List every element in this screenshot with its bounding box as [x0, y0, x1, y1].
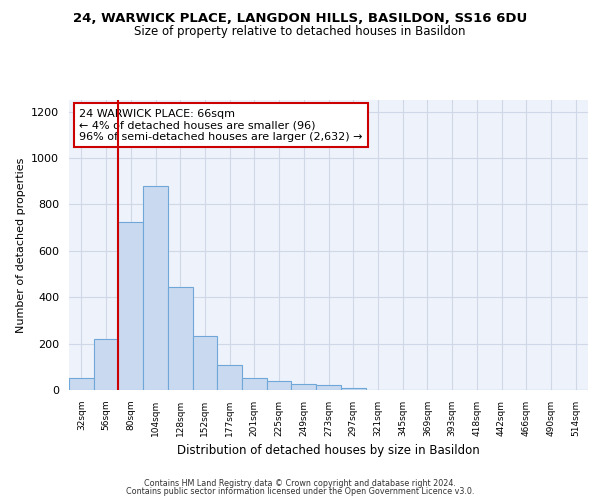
Bar: [168, 287, 193, 390]
Bar: [118, 222, 143, 390]
Y-axis label: Number of detached properties: Number of detached properties: [16, 158, 26, 332]
Bar: [193, 336, 217, 390]
X-axis label: Distribution of detached houses by size in Basildon: Distribution of detached houses by size …: [177, 444, 480, 458]
Bar: [341, 388, 365, 390]
Bar: [267, 381, 292, 390]
Bar: [94, 340, 118, 390]
Bar: [143, 186, 168, 390]
Bar: [316, 386, 341, 390]
Bar: [69, 378, 94, 390]
Bar: [217, 365, 242, 390]
Text: 24 WARWICK PLACE: 66sqm
← 4% of detached houses are smaller (96)
96% of semi-det: 24 WARWICK PLACE: 66sqm ← 4% of detached…: [79, 108, 363, 142]
Bar: [242, 378, 267, 390]
Text: Size of property relative to detached houses in Basildon: Size of property relative to detached ho…: [134, 25, 466, 38]
Text: Contains public sector information licensed under the Open Government Licence v3: Contains public sector information licen…: [126, 487, 474, 496]
Text: 24, WARWICK PLACE, LANGDON HILLS, BASILDON, SS16 6DU: 24, WARWICK PLACE, LANGDON HILLS, BASILD…: [73, 12, 527, 26]
Bar: [292, 384, 316, 390]
Text: Contains HM Land Registry data © Crown copyright and database right 2024.: Contains HM Land Registry data © Crown c…: [144, 478, 456, 488]
